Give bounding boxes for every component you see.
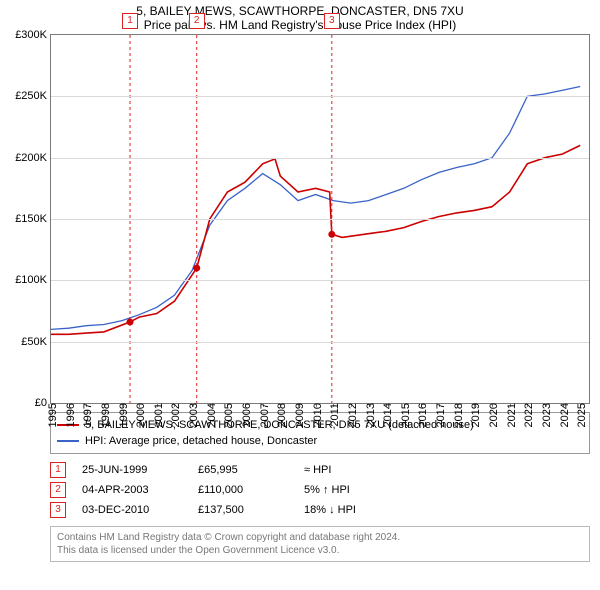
legend-item: HPI: Average price, detached house, Donc… (57, 433, 583, 449)
y-axis-label: £200K (15, 152, 47, 164)
event-date: 25-JUN-1999 (82, 460, 182, 480)
event-line-marker: 2 (189, 13, 205, 29)
footer-line: This data is licensed under the Open Gov… (57, 544, 583, 557)
event-date: 03-DEC-2010 (82, 500, 182, 520)
x-axis-label: 2003 (188, 403, 200, 427)
y-axis-label: £150K (15, 213, 47, 225)
event-row: 1 25-JUN-1999 £65,995 ≈ HPI (50, 460, 590, 480)
x-axis-label: 1996 (65, 403, 77, 427)
event-marker: 3 (50, 502, 66, 518)
x-axis-label: 1999 (118, 403, 130, 427)
x-axis-label: 2007 (259, 403, 271, 427)
x-axis-label: 2014 (382, 403, 394, 427)
event-price: £137,500 (198, 500, 288, 520)
x-axis-label: 2002 (170, 403, 182, 427)
x-axis-label: 2000 (135, 403, 147, 427)
x-axis-label: 2021 (506, 403, 518, 427)
chart-title: 5, BAILEY MEWS, SCAWTHORPE, DONCASTER, D… (0, 0, 600, 18)
event-price: £65,995 (198, 460, 288, 480)
y-axis-label: £300K (15, 29, 47, 41)
x-axis-label: 2024 (559, 403, 571, 427)
legend-swatch (57, 440, 79, 442)
x-axis-label: 1995 (47, 403, 59, 427)
event-row: 2 04-APR-2003 £110,000 5% ↑ HPI (50, 480, 590, 500)
event-row: 3 03-DEC-2010 £137,500 18% ↓ HPI (50, 500, 590, 520)
x-axis-label: 1997 (82, 403, 94, 427)
events-table: 1 25-JUN-1999 £65,995 ≈ HPI 2 04-APR-200… (50, 460, 590, 520)
x-axis-label: 2010 (312, 403, 324, 427)
x-axis-label: 2009 (294, 403, 306, 427)
price-chart: £0£50K£100K£150K£200K£250K£300K199519961… (50, 34, 590, 404)
x-axis-label: 2015 (400, 403, 412, 427)
x-axis-label: 2011 (329, 403, 341, 427)
x-axis-label: 2013 (365, 403, 377, 427)
y-axis-label: £100K (15, 274, 47, 286)
event-delta: ≈ HPI (304, 460, 331, 480)
event-delta: 18% ↓ HPI (304, 500, 356, 520)
x-axis-label: 2004 (206, 403, 218, 427)
legend-label: HPI: Average price, detached house, Donc… (85, 433, 317, 449)
x-axis-label: 2019 (470, 403, 482, 427)
x-axis-label: 2025 (576, 403, 588, 427)
x-axis-label: 2005 (223, 403, 235, 427)
x-axis-label: 2006 (241, 403, 253, 427)
x-axis-label: 2018 (453, 403, 465, 427)
x-axis-label: 2008 (276, 403, 288, 427)
x-axis-label: 2016 (417, 403, 429, 427)
x-axis-label: 2017 (435, 403, 447, 427)
x-axis-label: 1998 (100, 403, 112, 427)
x-axis-label: 2020 (488, 403, 500, 427)
y-axis-label: £250K (15, 90, 47, 102)
event-marker: 2 (50, 482, 66, 498)
event-marker: 1 (50, 462, 66, 478)
x-axis-label: 2023 (541, 403, 553, 427)
footer: Contains HM Land Registry data © Crown c… (50, 526, 590, 562)
y-axis-label: £0 (35, 397, 47, 409)
event-delta: 5% ↑ HPI (304, 480, 350, 500)
y-axis-label: £50K (21, 336, 47, 348)
x-axis-label: 2012 (347, 403, 359, 427)
footer-line: Contains HM Land Registry data © Crown c… (57, 531, 583, 544)
x-axis-label: 2022 (523, 403, 535, 427)
x-axis-label: 2001 (153, 403, 165, 427)
event-line-marker: 1 (122, 13, 138, 29)
event-price: £110,000 (198, 480, 288, 500)
event-date: 04-APR-2003 (82, 480, 182, 500)
event-line-marker: 3 (324, 13, 340, 29)
chart-subtitle: Price paid vs. HM Land Registry's House … (0, 18, 600, 34)
